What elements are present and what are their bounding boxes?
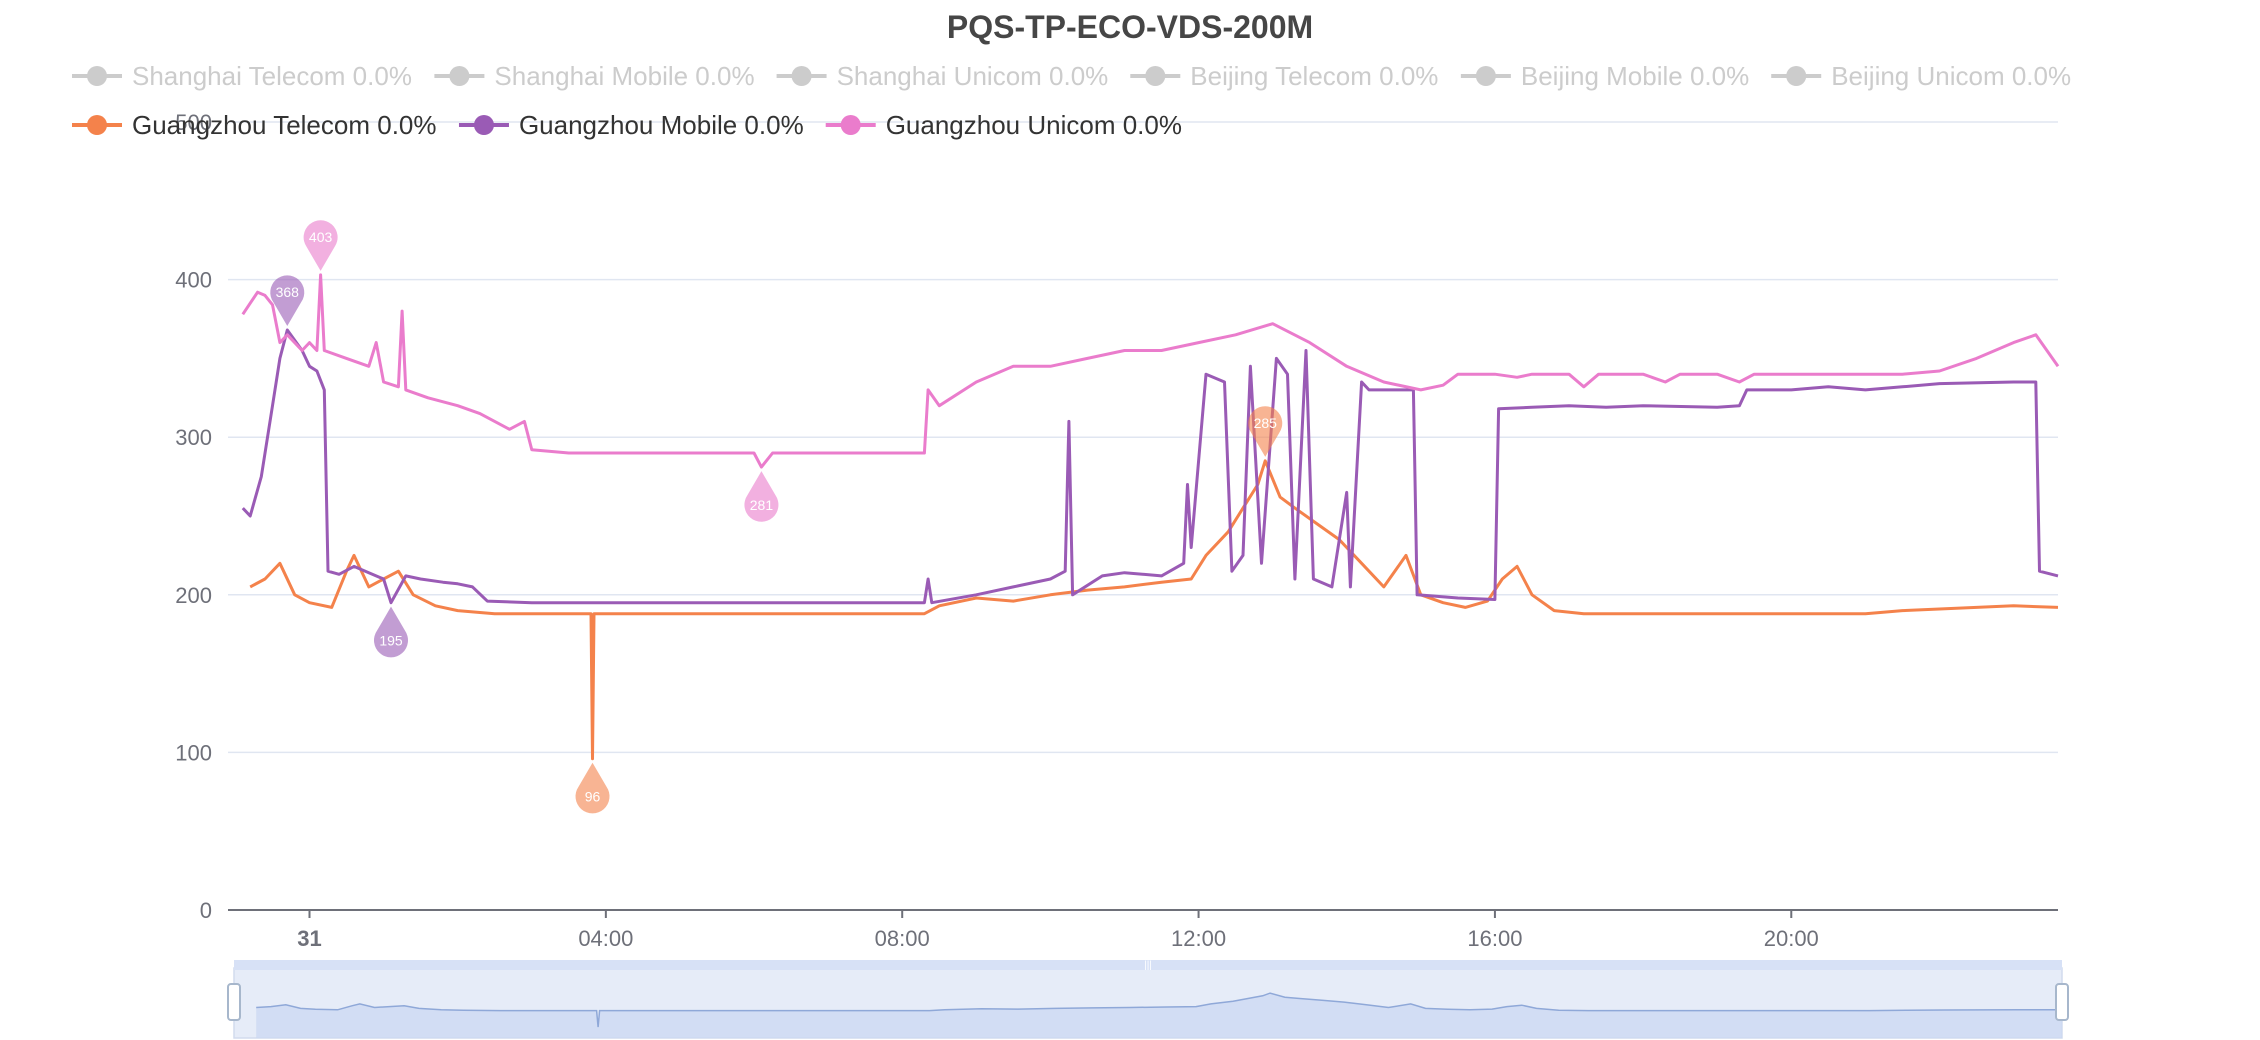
x-tick-label: 20:00 [1764, 926, 1819, 951]
legend-dot-icon [473, 115, 494, 135]
legend-label: Guangzhou Mobile 0.0% [519, 110, 804, 140]
chart-title: PQS-TP-ECO-VDS-200M [947, 9, 1313, 45]
y-tick-label: 200 [175, 583, 212, 608]
zoom-handle-right[interactable] [2055, 983, 2069, 1021]
marker-pin [373, 606, 408, 658]
series-line-2 [241, 273, 2060, 469]
y-tick-label: 100 [175, 740, 212, 765]
y-tick-label: 400 [175, 268, 212, 293]
marker-pin [1248, 406, 1283, 457]
y-tick-label: 300 [175, 425, 212, 450]
legend-label: Shanghai Unicom 0.0% [837, 61, 1109, 91]
data-marker-min: 195 [373, 606, 408, 658]
legend-dot-icon [840, 115, 861, 135]
marker-pin [744, 471, 779, 522]
legend-dot-icon [87, 66, 107, 86]
series-lines [241, 273, 2060, 761]
legend-label: Shanghai Mobile 0.0% [494, 61, 754, 91]
marker-label: 403 [309, 229, 333, 245]
data-marker-max: 368 [270, 275, 305, 327]
y-tick-label: 0 [200, 898, 212, 923]
legend-item[interactable]: Shanghai Unicom 0.0% [776, 61, 1109, 91]
legend-dot-icon [449, 66, 470, 86]
marker-label: 195 [379, 633, 403, 649]
marker-label: 368 [276, 284, 300, 300]
x-tick-label: 31 [297, 926, 321, 951]
zoom-slider[interactable]: ||| [227, 960, 2069, 1039]
legend-item[interactable]: Guangzhou Telecom 0.0% [72, 110, 437, 140]
legend-item[interactable]: Beijing Unicom 0.0% [1771, 61, 2071, 91]
legend-item[interactable]: Guangzhou Unicom 0.0% [825, 110, 1182, 140]
legend-label: Guangzhou Telecom 0.0% [132, 110, 437, 140]
legend-item[interactable]: Shanghai Mobile 0.0% [434, 61, 755, 91]
marker-label: 285 [1254, 415, 1278, 431]
legend-label: Beijing Unicom 0.0% [1831, 61, 2071, 91]
data-marker-min: 281 [744, 471, 779, 522]
legend-item[interactable]: Beijing Mobile 0.0% [1460, 61, 1749, 91]
marker-pin [575, 762, 610, 814]
data-markers: 403 281 368 195 285 96 [270, 220, 1283, 814]
legend-label: Guangzhou Unicom 0.0% [886, 110, 1182, 140]
legend-label: Shanghai Telecom 0.0% [132, 61, 412, 91]
x-tick-label: 12:00 [1171, 926, 1226, 951]
x-tick-label: 08:00 [875, 926, 930, 951]
zoom-drag-grip-icon[interactable]: ||| [1144, 960, 1152, 971]
marker-pin [303, 220, 338, 271]
legend-label: Beijing Telecom 0.0% [1190, 61, 1438, 91]
legend-dot-icon [791, 66, 812, 86]
data-marker-min: 96 [575, 762, 610, 814]
legend-label: Beijing Mobile 0.0% [1521, 61, 1749, 91]
data-marker-max: 285 [1248, 406, 1283, 457]
axes: 0 100 200 300 400 500 31 04:00 08:00 12:00 16:00 20… [175, 110, 2058, 951]
zoom-top-bar[interactable] [234, 960, 2062, 970]
zoom-preview-line [256, 992, 2063, 1028]
marker-pin [270, 275, 305, 327]
data-marker-max: 403 [303, 220, 338, 271]
legend-item[interactable]: Shanghai Telecom 0.0% [72, 61, 412, 91]
series-line-1 [241, 328, 2059, 605]
marker-label: 96 [585, 789, 601, 805]
marker-label: 281 [750, 497, 774, 513]
legend-dot-icon [1786, 66, 1807, 86]
zoom-handle-left[interactable] [227, 983, 241, 1021]
legend-item[interactable]: Beijing Telecom 0.0% [1130, 61, 1438, 91]
zoom-preview-area [256, 993, 2063, 1038]
legend-dot-icon [1145, 66, 1166, 86]
legend-dot-icon [1475, 66, 1496, 86]
series-line-0 [249, 459, 2059, 761]
legend-item[interactable]: Guangzhou Mobile 0.0% [458, 110, 804, 140]
grid [228, 121, 2058, 754]
legend: Shanghai Telecom 0.0% Shanghai Mobile 0.0… [72, 61, 2071, 140]
legend-dot-icon [87, 115, 107, 135]
x-tick-label: 04:00 [578, 926, 633, 951]
x-tick-label: 16:00 [1467, 926, 1522, 951]
y-tick-label: 500 [175, 110, 212, 135]
